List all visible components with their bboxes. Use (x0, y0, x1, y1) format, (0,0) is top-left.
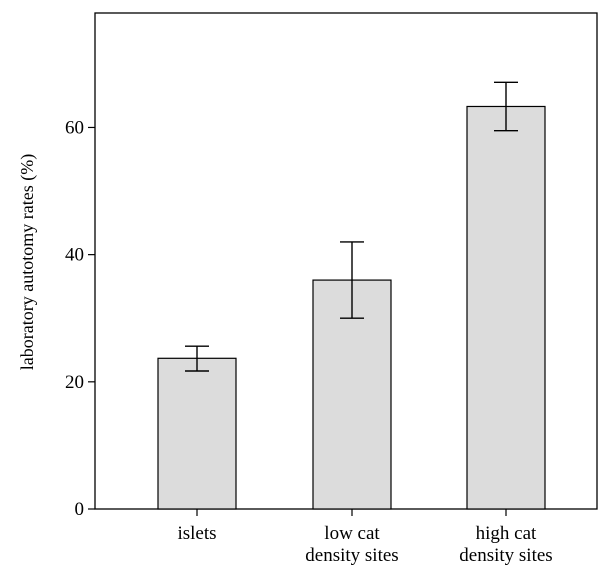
y-tick-label-0: 0 (75, 499, 85, 520)
error-bars (185, 81, 518, 372)
y-tick-label-3: 60 (65, 117, 84, 138)
x-tick-label-line: density sites (305, 545, 398, 566)
x-tick-label-line: islets (177, 523, 216, 544)
y-axis-label: laboratory autotomy rates (%) (17, 154, 38, 370)
y-tick-label-2: 40 (65, 245, 84, 266)
x-tick-label-line: low cat (324, 523, 380, 544)
x-tick-label-line: density sites (459, 545, 552, 566)
x-tick-label-line: high cat (476, 523, 537, 544)
x-tick-label-1: low cat density sites (305, 523, 398, 566)
y-axis-ticks: 0 20 40 60 (65, 117, 95, 520)
bar-0 (157, 357, 237, 510)
x-tick-label-2: high cat density sites (459, 523, 552, 566)
y-tick-label-1: 20 (65, 372, 84, 393)
bar-2 (466, 105, 546, 510)
x-tick-label-0: islets (177, 523, 216, 544)
